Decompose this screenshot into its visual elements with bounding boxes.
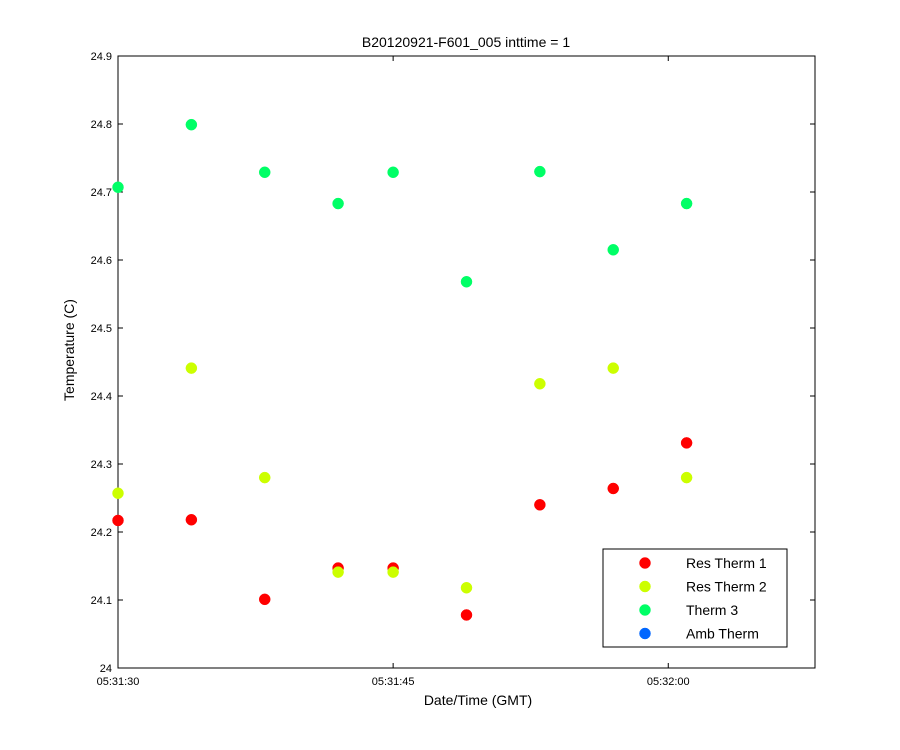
- y-tick-label: 24.8: [91, 119, 112, 131]
- y-tick-label: 24.2: [91, 527, 112, 539]
- y-tick-label: 24.9: [91, 51, 112, 63]
- point-res-therm-2: [607, 362, 619, 374]
- legend-label-therm-3: Therm 3: [686, 602, 738, 618]
- point-therm-3: [332, 197, 344, 210]
- y-tick-label: 24.7: [91, 187, 112, 199]
- point-therm-3: [112, 181, 124, 193]
- point-res-therm-1: [534, 499, 546, 511]
- point-therm-3: [185, 118, 198, 131]
- point-res-therm-1: [680, 437, 693, 449]
- x-axis-label: Date/Time (GMT): [424, 692, 532, 708]
- legend-marker-therm-3: [639, 604, 651, 616]
- x-axis: 05:31:30 05:31:45 05:32:00: [97, 56, 690, 688]
- legend-label-res-therm-1: Res Therm 1: [686, 555, 767, 571]
- y-axis-label: Temperature (C): [61, 299, 77, 401]
- point-res-therm-1: [460, 609, 473, 621]
- point-res-therm-1: [607, 482, 619, 495]
- point-therm-3: [460, 276, 473, 288]
- point-therm-3: [680, 197, 693, 210]
- point-res-therm-2: [112, 487, 124, 499]
- y-tick-label: 24.1: [91, 595, 112, 607]
- legend-label-res-therm-2: Res Therm 2: [686, 579, 767, 595]
- x-tick-label: 05:31:45: [372, 676, 415, 688]
- y-axis: 24 24.1 24.2 24.3 24.4 24.5 24.6 24.7 24.8 24.9: [91, 51, 815, 675]
- point-res-therm-1: [112, 514, 124, 527]
- chart-title: B20120921-F601_005 inttime = 1: [362, 34, 570, 50]
- y-tick-label: 24.5: [91, 323, 112, 335]
- y-tick-label: 24.4: [91, 391, 112, 403]
- point-res-therm-2: [387, 566, 399, 578]
- point-res-therm-2: [460, 582, 473, 594]
- y-tick-label: 24.6: [91, 255, 112, 267]
- point-res-therm-1: [185, 514, 198, 526]
- legend-marker-res-therm-2: [639, 580, 651, 593]
- point-res-therm-2: [258, 471, 271, 484]
- point-res-therm-1: [258, 593, 271, 606]
- point-therm-3: [258, 166, 271, 179]
- point-res-therm-2: [185, 362, 198, 374]
- x-tick-label: 05:31:30: [97, 676, 140, 688]
- legend-box: [602, 548, 788, 648]
- legend: Res Therm 1 Res Therm 2 Therm 3 Amb Therm: [602, 548, 788, 648]
- legend-label-amb-therm: Amb Therm: [686, 626, 759, 642]
- point-res-therm-2: [680, 471, 693, 484]
- point-therm-3: [607, 244, 619, 256]
- legend-marker-amb-therm: [639, 627, 651, 640]
- point-therm-3: [534, 165, 546, 178]
- point-res-therm-2: [534, 378, 546, 390]
- data-points: [112, 118, 693, 621]
- y-tick-label: 24: [100, 663, 112, 675]
- legend-marker-res-therm-1: [639, 557, 651, 569]
- y-tick-label: 24.3: [91, 459, 112, 471]
- point-therm-3: [387, 166, 399, 179]
- x-tick-label: 05:32:00: [647, 676, 690, 688]
- point-res-therm-2: [332, 566, 344, 578]
